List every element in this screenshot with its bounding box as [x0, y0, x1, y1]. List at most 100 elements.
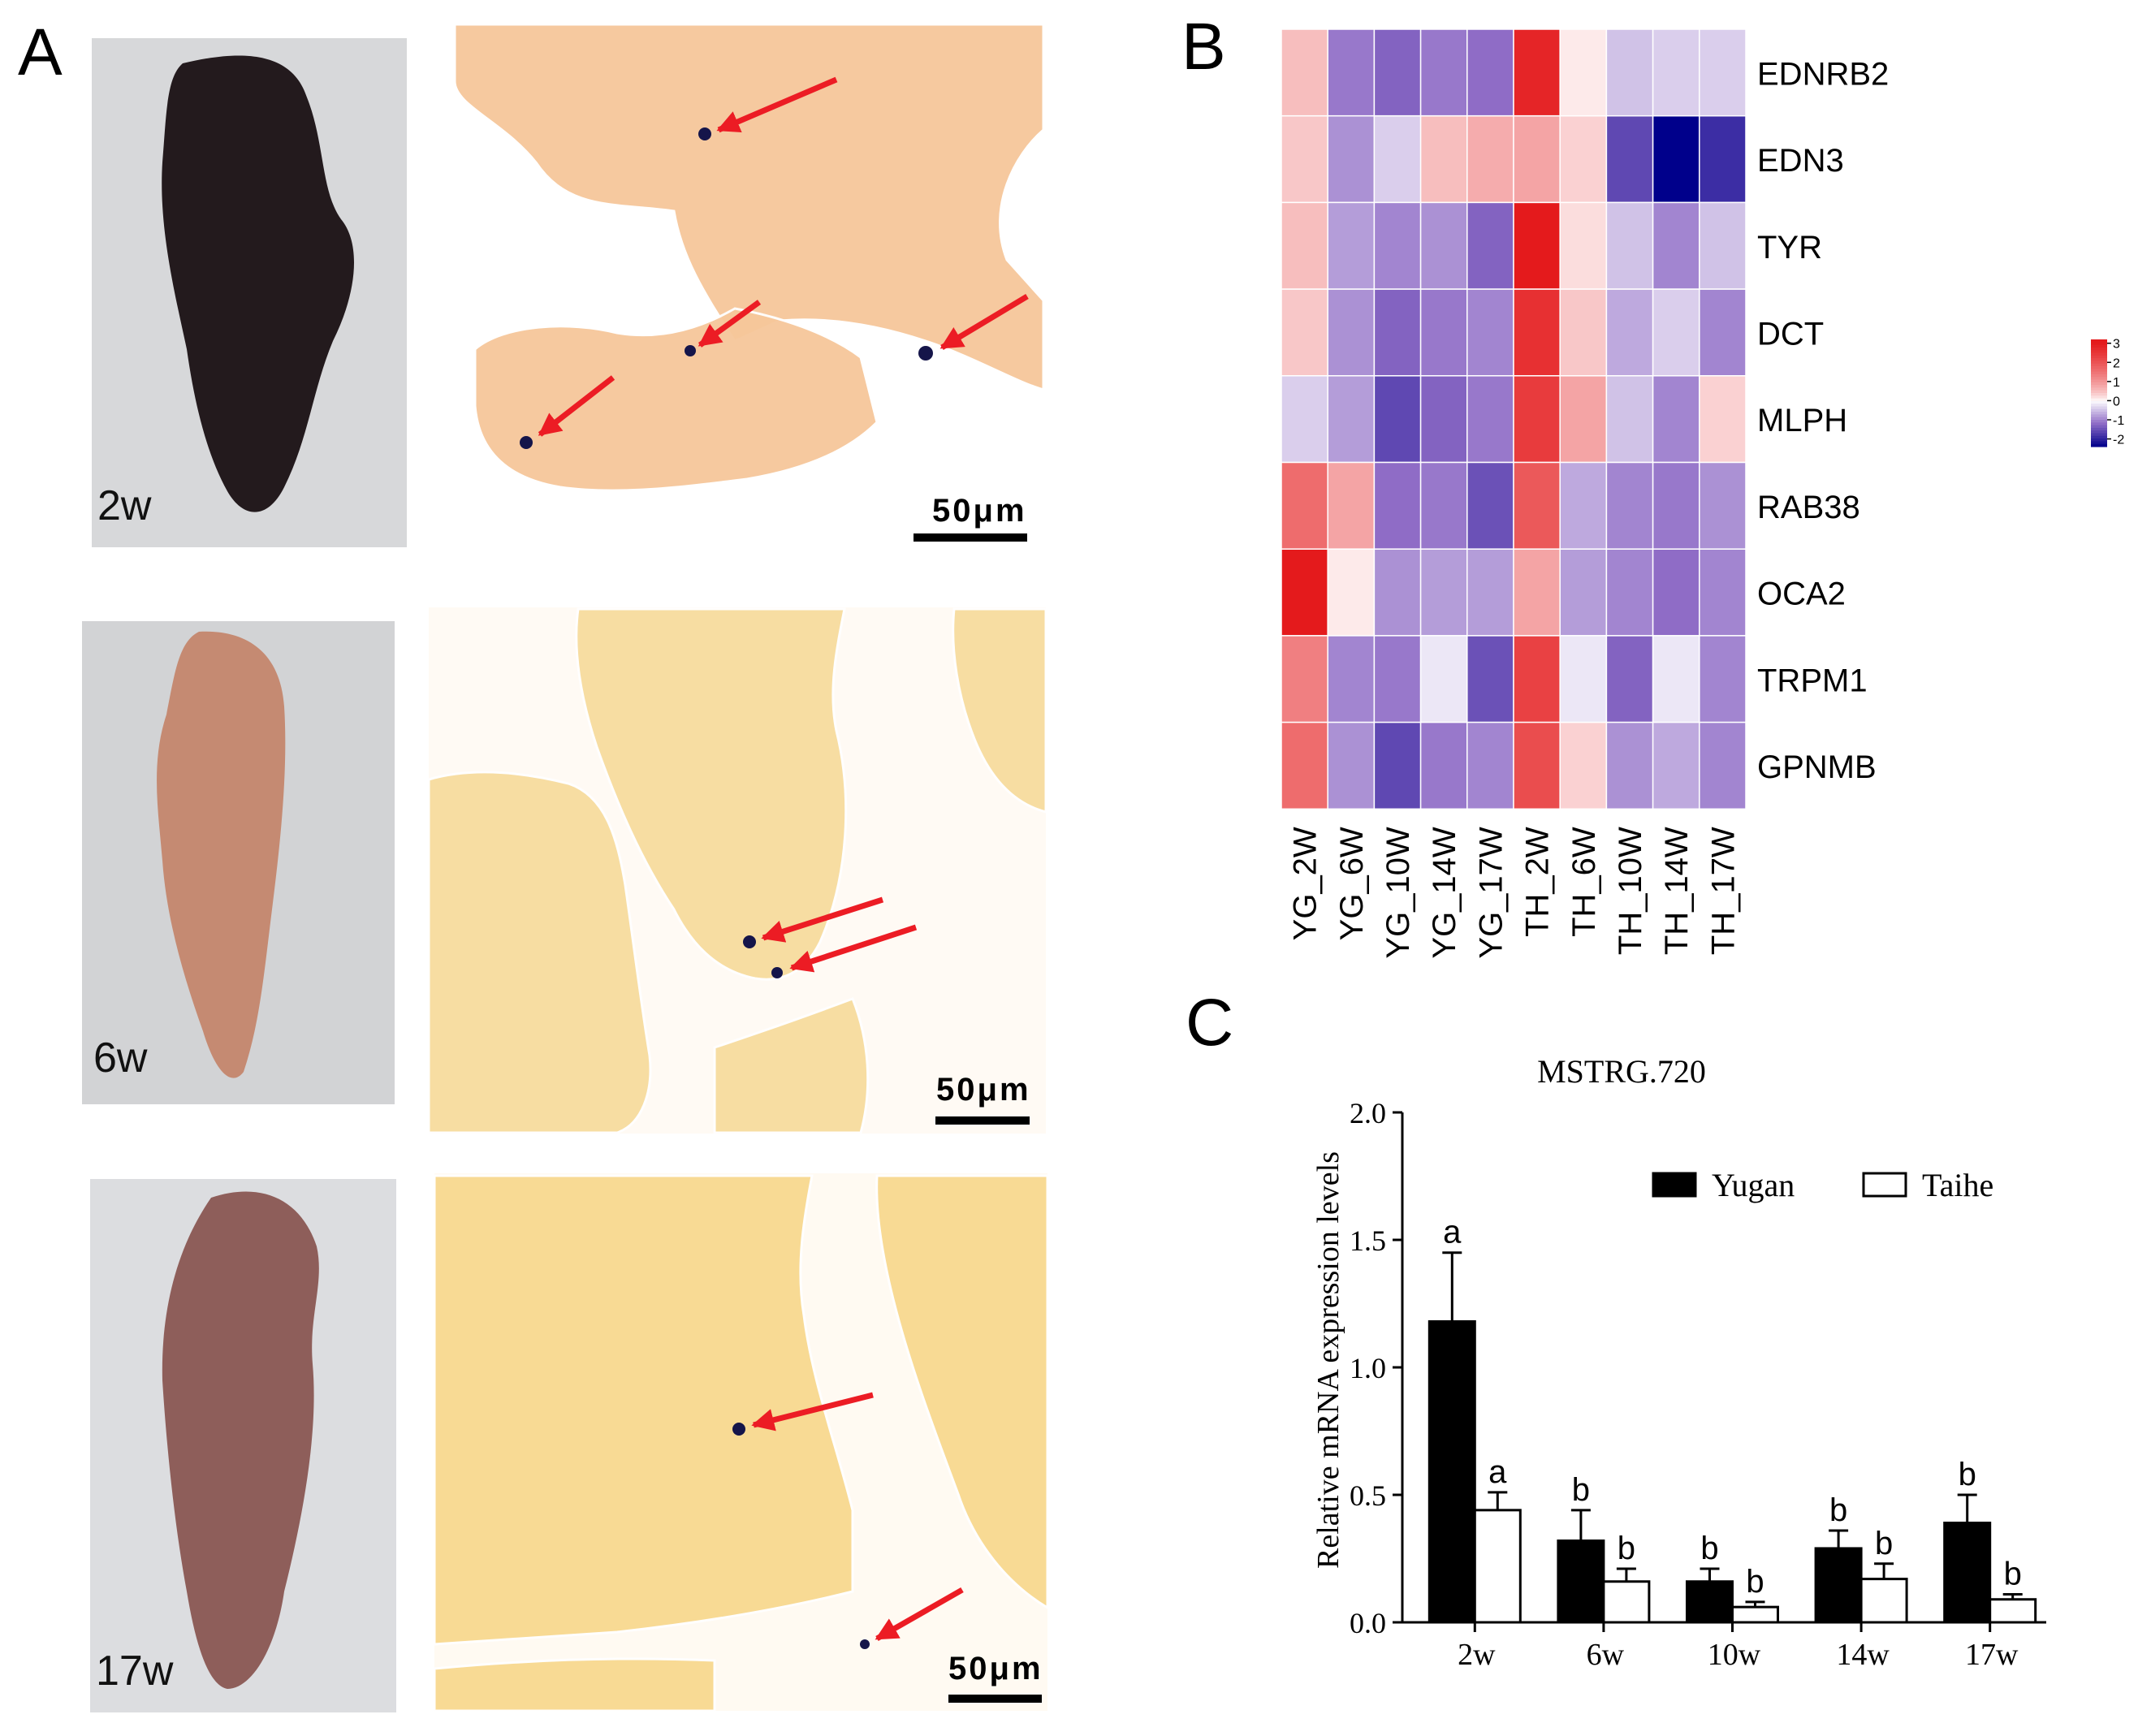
heatmap-row-label: OCA2 [1757, 577, 1846, 612]
legend-color-step [2091, 339, 2107, 343]
legend-color-step [2091, 417, 2107, 421]
heatmap-column-label: TH_17W [1705, 827, 1741, 955]
legend-color-step [2091, 430, 2107, 434]
y-tick-label: 1.0 [1350, 1352, 1386, 1384]
y-tick-label: 1.5 [1350, 1224, 1386, 1257]
heatmap-row-label: TYR [1757, 230, 1822, 266]
x-tick-label: 6w [1587, 1638, 1625, 1672]
pigment-cell [698, 127, 711, 140]
heatmap-cell [1559, 461, 1608, 550]
heatmap-cell [1699, 461, 1747, 550]
bar [1859, 1578, 1908, 1624]
heatmap-cell [1466, 635, 1514, 723]
bar [1731, 1605, 1779, 1624]
heatmap-cell [1513, 461, 1561, 550]
heatmap-cell [1513, 375, 1561, 464]
heatmap-cell [1466, 28, 1514, 117]
legend-color-step [2091, 358, 2107, 361]
heatmap-row-label: DCT [1757, 316, 1824, 352]
heatmap-cell [1559, 201, 1608, 290]
x-tick-label: 10w [1708, 1638, 1761, 1672]
legend-color-step [2091, 404, 2107, 408]
pigment-cell [732, 1423, 745, 1436]
row-2w: 2w 50μm [92, 18, 1046, 554]
significance-label: b [1829, 1492, 1847, 1528]
red-arrow [939, 293, 1029, 351]
heatmap-cell [1327, 721, 1376, 810]
heatmap-column-label: TH_6W [1566, 827, 1602, 937]
legend-color-step [2091, 438, 2107, 442]
legend-color-step [2091, 344, 2107, 348]
heatmap-cell [1699, 548, 1747, 637]
red-arrow [698, 300, 762, 348]
heatmap-row-label: EDN3 [1757, 143, 1844, 179]
legend-color-step [2091, 425, 2107, 429]
heatmap-cell [1559, 721, 1608, 810]
legend-color-step [2091, 377, 2107, 381]
heatmap-cell [1652, 28, 1700, 117]
heatmap-cell [1466, 114, 1514, 204]
legend-color-step [2091, 371, 2107, 375]
heatmap-cell [1373, 375, 1422, 464]
heatmap-cell [1605, 721, 1654, 810]
legend-label: Taihe [1922, 1167, 1993, 1203]
heatmap-cell [1652, 201, 1700, 290]
heatmap-cell [1605, 28, 1654, 117]
heatmap-column-label: YG_10W [1380, 827, 1416, 959]
heatmap-cell [1559, 288, 1608, 377]
heatmap-cell [1699, 375, 1747, 464]
heatmap-cell [1419, 201, 1468, 290]
heatmap-cell [1327, 114, 1376, 204]
heatmap-cell [1281, 721, 1328, 810]
heatmap-row-label: GPNMB [1757, 749, 1877, 785]
tissue-17w [162, 1191, 319, 1689]
heatmap-cell [1652, 721, 1700, 810]
heatmap-cell [1419, 288, 1468, 377]
heatmap-cell [1559, 114, 1608, 204]
heatmap-column-label: YG_14W [1427, 827, 1462, 959]
heatmap-cell [1419, 721, 1468, 810]
bar [1943, 1522, 1992, 1624]
arrows-17w [732, 1392, 964, 1649]
heatmap-row-label: TRPM1 [1757, 663, 1868, 698]
pigment-cell [918, 346, 933, 361]
heatmap-cell [1652, 375, 1700, 464]
panel-b-letter: B [1181, 10, 1226, 84]
red-arrow [875, 1587, 964, 1642]
significance-label: b [1746, 1564, 1764, 1600]
heatmap-cell [1466, 375, 1514, 464]
legend-color-step [2091, 420, 2107, 423]
fiber-bundle-6w-center [575, 607, 848, 981]
pigment-cell [520, 436, 533, 449]
scale-label-2w: 50μm [932, 493, 1027, 529]
x-tick-label: 14w [1836, 1638, 1890, 1672]
bar [1427, 1319, 1476, 1624]
chart-title: MSTRG.720 [1537, 1053, 1706, 1090]
heatmap-cell [1652, 288, 1700, 377]
legend-color-step [2091, 398, 2107, 402]
heatmap-cell [1281, 375, 1328, 464]
heatmap-cell [1513, 635, 1561, 723]
row-17w: 17w 50μm [90, 1173, 1049, 1712]
heatmap-cell [1559, 635, 1608, 723]
legend-color-step [2091, 443, 2107, 447]
legend-color-step [2091, 363, 2107, 367]
legend-color-step [2091, 400, 2107, 404]
red-arrow [751, 1392, 874, 1432]
heatmap-cell [1513, 721, 1561, 810]
legend-color-step [2091, 342, 2107, 346]
tissue-6w [157, 631, 286, 1078]
legend-color-step [2091, 441, 2107, 445]
heatmap-cell [1327, 201, 1376, 290]
heatmap-column-label: TH_2W [1520, 827, 1556, 937]
legend-color-step [2091, 412, 2107, 415]
heatmap-cell [1559, 28, 1608, 117]
heatmap-cell [1327, 288, 1376, 377]
heatmap-cell [1559, 375, 1608, 464]
legend-tick-label: 0 [2113, 395, 2120, 408]
heatmap-column-label: YG_6W [1334, 827, 1370, 940]
heatmap-cell [1466, 288, 1514, 377]
legend-color-step [2091, 422, 2107, 426]
heatmap-cell [1327, 28, 1376, 117]
